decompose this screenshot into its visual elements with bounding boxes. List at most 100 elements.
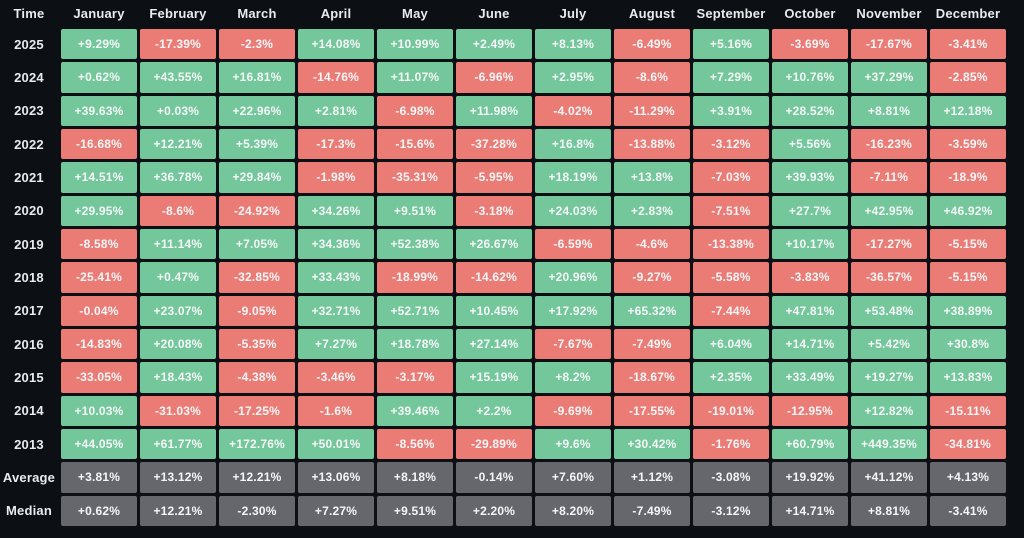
row-label-average: Average [2, 469, 56, 485]
cell-2016-april: +7.27% [298, 329, 374, 360]
cell-2017-january: -0.04% [61, 295, 137, 326]
cell-2025-january: +9.29% [61, 29, 137, 60]
cell-median-january: +0.62% [61, 495, 137, 526]
cell-2013-january: +44.05% [61, 429, 137, 460]
cell-2023-may: -6.98% [377, 95, 453, 126]
cell-2019-july: -6.59% [535, 229, 611, 260]
cell-2014-november: +12.82% [851, 395, 927, 426]
cell-average-march: +12.21% [219, 462, 295, 493]
cell-2022-february: +12.21% [140, 129, 216, 160]
cell-average-june: -0.14% [456, 462, 532, 493]
cell-2013-november: +449.35% [851, 429, 927, 460]
cell-average-september: -3.08% [693, 462, 769, 493]
cell-2023-september: +3.91% [693, 95, 769, 126]
cell-2024-january: +0.62% [61, 62, 137, 93]
cell-2016-march: -5.35% [219, 329, 295, 360]
cell-2025-august: -6.49% [614, 29, 690, 60]
cell-2014-august: -17.55% [614, 395, 690, 426]
cell-2013-september: -1.76% [693, 429, 769, 460]
cell-2025-february: -17.39% [140, 29, 216, 60]
row-label-2018: 2018 [14, 269, 44, 285]
cell-2023-december: +12.18% [930, 95, 1006, 126]
cell-2019-march: +7.05% [219, 229, 295, 260]
column-header-january: January [73, 5, 125, 21]
cell-2020-march: -24.92% [219, 195, 295, 226]
cell-2016-september: +6.04% [693, 329, 769, 360]
cell-2020-february: -8.6% [140, 195, 216, 226]
cell-2019-august: -4.6% [614, 229, 690, 260]
row-label-2016: 2016 [14, 336, 44, 352]
cell-2024-july: +2.95% [535, 62, 611, 93]
cell-2014-september: -19.01% [693, 395, 769, 426]
cell-2013-july: +9.6% [535, 429, 611, 460]
cell-2016-may: +18.78% [377, 329, 453, 360]
cell-2020-september: -7.51% [693, 195, 769, 226]
monthly-returns-heatmap-table: Time January February March April May June July… [2, 5, 1006, 526]
cell-2018-april: +33.43% [298, 262, 374, 293]
cell-2016-january: -14.83% [61, 329, 137, 360]
cell-2024-august: -8.6% [614, 62, 690, 93]
cell-2018-may: -18.99% [377, 262, 453, 293]
cell-2024-june: -6.96% [456, 62, 532, 93]
cell-2024-november: +37.29% [851, 62, 927, 93]
cell-2020-august: +2.83% [614, 195, 690, 226]
cell-average-july: +7.60% [535, 462, 611, 493]
cell-median-march: -2.30% [219, 495, 295, 526]
cell-average-october: +19.92% [772, 462, 848, 493]
time-column-header: Time [13, 5, 45, 21]
cell-2020-may: +9.51% [377, 195, 453, 226]
cell-2024-may: +11.07% [377, 62, 453, 93]
cell-median-october: +14.71% [772, 495, 848, 526]
row-label-2025: 2025 [14, 36, 44, 52]
row-label-2020: 2020 [14, 203, 44, 219]
column-header-december: December [935, 5, 1001, 21]
cell-2020-july: +24.03% [535, 195, 611, 226]
cell-2013-may: -8.56% [377, 429, 453, 460]
cell-2022-september: -3.12% [693, 129, 769, 160]
cell-2021-may: -35.31% [377, 162, 453, 193]
cell-2022-april: -17.3% [298, 129, 374, 160]
cell-2021-september: -7.03% [693, 162, 769, 193]
cell-median-september: -3.12% [693, 495, 769, 526]
cell-median-may: +9.51% [377, 495, 453, 526]
cell-2013-december: -34.81% [930, 429, 1006, 460]
cell-median-april: +7.27% [298, 495, 374, 526]
cell-2021-january: +14.51% [61, 162, 137, 193]
cell-2023-july: -4.02% [535, 95, 611, 126]
row-label-median: Median [6, 503, 52, 519]
cell-2020-october: +27.7% [772, 195, 848, 226]
cell-2018-june: -14.62% [456, 262, 532, 293]
cell-2022-july: +16.8% [535, 129, 611, 160]
cell-2014-january: +10.03% [61, 395, 137, 426]
cell-2017-november: +53.48% [851, 295, 927, 326]
cell-2014-may: +39.46% [377, 395, 453, 426]
cell-2015-april: -3.46% [298, 362, 374, 393]
cell-2022-may: -15.6% [377, 129, 453, 160]
cell-2022-june: -37.28% [456, 129, 532, 160]
cell-2025-december: -3.41% [930, 29, 1006, 60]
row-label-2017: 2017 [14, 303, 44, 319]
cell-2025-october: -3.69% [772, 29, 848, 60]
cell-2015-february: +18.43% [140, 362, 216, 393]
cell-2016-october: +14.71% [772, 329, 848, 360]
cell-2013-august: +30.42% [614, 429, 690, 460]
cell-2015-june: +15.19% [456, 362, 532, 393]
cell-2022-november: -16.23% [851, 129, 927, 160]
row-label-2013: 2013 [14, 436, 44, 452]
cell-2025-march: -2.3% [219, 29, 295, 60]
cell-average-may: +8.18% [377, 462, 453, 493]
row-label-2014: 2014 [14, 403, 44, 419]
cell-2025-november: -17.67% [851, 29, 927, 60]
cell-2022-january: -16.68% [61, 129, 137, 160]
column-header-august: August [629, 5, 675, 21]
cell-2017-december: +38.89% [930, 295, 1006, 326]
cell-2020-june: -3.18% [456, 195, 532, 226]
cell-2018-july: +20.96% [535, 262, 611, 293]
cell-2022-august: -13.88% [614, 129, 690, 160]
cell-2018-january: -25.41% [61, 262, 137, 293]
cell-median-december: -3.41% [930, 495, 1006, 526]
cell-average-april: +13.06% [298, 462, 374, 493]
cell-2023-october: +28.52% [772, 95, 848, 126]
column-header-july: July [559, 5, 587, 21]
cell-2020-april: +34.26% [298, 195, 374, 226]
